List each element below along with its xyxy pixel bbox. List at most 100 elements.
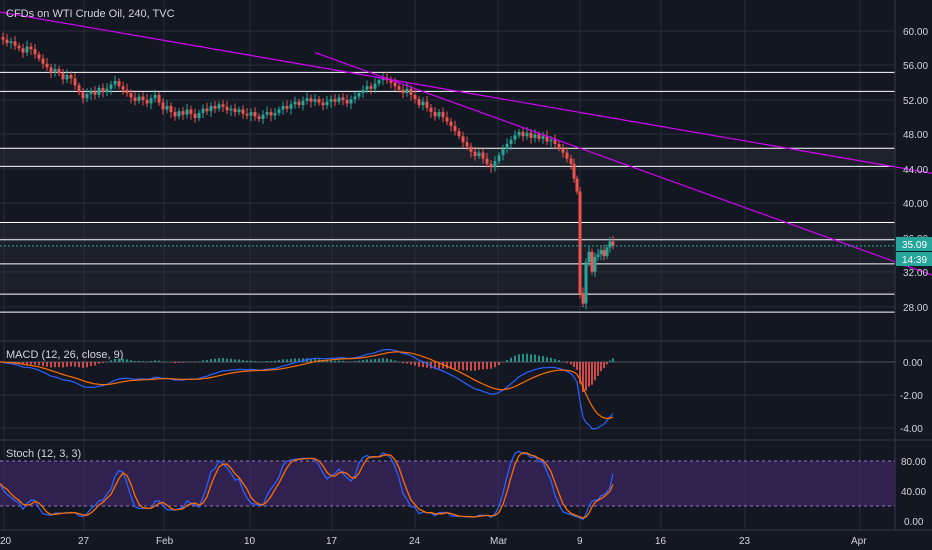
candle-body <box>165 106 169 110</box>
current-price-badge <box>896 237 932 251</box>
macd-hist-bar <box>386 358 388 362</box>
candle-body <box>109 84 113 89</box>
candle-body <box>405 88 409 94</box>
candle-body <box>505 143 509 150</box>
macd-hist-bar <box>454 362 456 370</box>
macd-hist-bar <box>366 359 368 362</box>
macd-hist-bar <box>70 362 72 367</box>
macd-hist-bar <box>158 360 160 362</box>
macd-hist-bar <box>588 362 590 387</box>
macd-hist-bar <box>426 362 428 368</box>
candle-body <box>157 94 161 103</box>
macd-hist-bar <box>186 361 188 363</box>
candle-body <box>285 106 289 109</box>
price-tick: 44.00 <box>903 165 928 176</box>
candle-body <box>605 247 609 257</box>
candle-body <box>445 117 449 122</box>
macd-hist-bar <box>234 359 236 362</box>
candle-body <box>133 97 137 101</box>
price-tick: 28.00 <box>903 303 928 314</box>
candle-body <box>69 74 73 79</box>
candle-body <box>229 108 233 111</box>
candle-body <box>345 100 349 104</box>
macd-histogram <box>0 353 614 392</box>
macd-hist-bar <box>550 357 552 362</box>
macd-hist-bar <box>430 362 432 369</box>
macd-hist-bar <box>262 361 264 363</box>
macd-hist-bar <box>382 358 384 362</box>
candle-body <box>561 148 565 153</box>
macd-hist-bar <box>438 362 440 369</box>
macd-hist-bar <box>594 362 596 381</box>
candle-body <box>477 152 481 157</box>
candle-body <box>489 163 493 168</box>
macd-hist-bar <box>490 362 492 369</box>
macd-hist-bar <box>170 362 172 363</box>
candle-body <box>137 96 141 101</box>
macd-hist-bar <box>150 361 152 362</box>
time-tick: Feb <box>156 536 174 547</box>
candle-body <box>17 45 21 49</box>
zone-36-38 <box>0 221 895 239</box>
macd-hist-bar <box>597 362 599 376</box>
candle-body <box>599 250 603 255</box>
support-resistance-lines[interactable] <box>0 71 895 313</box>
candle-body <box>602 250 606 257</box>
candle-body <box>89 91 93 94</box>
candle-body <box>413 94 417 100</box>
candle-body <box>425 101 429 108</box>
macd-tick: 0.00 <box>903 358 923 369</box>
macd-hist-bar <box>422 362 424 368</box>
macd-hist-bar <box>579 362 581 384</box>
candle-body <box>257 116 261 119</box>
macd-hist-bar <box>498 362 500 366</box>
macd-hist-bar <box>362 360 364 362</box>
trendlines[interactable] <box>0 11 932 276</box>
macd-hist-bar <box>591 362 593 385</box>
zone-29-36 <box>0 239 895 294</box>
macd-hist-bar <box>570 362 572 365</box>
candle-body <box>481 152 485 159</box>
macd-hist-bar <box>26 362 28 365</box>
macd-hist-bar <box>138 360 140 362</box>
macd-hist-bar <box>378 358 380 362</box>
candle-body <box>565 152 569 159</box>
macd-hist-bar <box>482 362 484 370</box>
macd-hist-bar <box>50 362 52 368</box>
macd-hist-bar <box>394 360 396 362</box>
candle-body <box>525 132 529 137</box>
macd-hist-bar <box>530 354 532 362</box>
macd-hist-bar <box>134 361 136 362</box>
price-candles <box>1 32 615 310</box>
time-axis[interactable]: 20 27 Feb 10 17 24 Mar 9 16 23 Apr <box>0 536 867 547</box>
candle-body <box>169 106 173 113</box>
macd-hist-bar <box>294 358 296 362</box>
candle-body <box>572 163 576 179</box>
macd-hist-bar <box>218 358 220 362</box>
candle-body <box>5 39 9 44</box>
time-tick: 24 <box>409 536 421 547</box>
candle-body <box>193 113 197 119</box>
candle-body <box>449 121 453 126</box>
current-price-label: 35.09 <box>902 240 927 251</box>
candle-body <box>37 54 41 59</box>
macd-hist-bar <box>398 361 400 363</box>
candle-body <box>553 139 557 144</box>
candle-body <box>241 109 245 114</box>
candle-body <box>437 112 441 117</box>
price-axis[interactable]: 60.00 56.00 52.00 48.00 44.00 40.00 36.0… <box>903 27 928 314</box>
candle-body <box>578 191 582 294</box>
candle-body <box>197 112 201 119</box>
macd-tick: -4.00 <box>900 424 923 435</box>
macd-hist-bar <box>514 355 516 362</box>
macd-hist-bar <box>542 356 544 362</box>
macd-hist-bar <box>142 361 144 362</box>
candle-body <box>417 99 421 106</box>
macd-hist-bar <box>98 362 100 364</box>
candle-body <box>575 178 579 192</box>
macd-hist-bar <box>174 362 176 364</box>
candle-body <box>313 99 317 102</box>
macd-hist-bar <box>230 358 232 362</box>
macd-hist-bar <box>446 362 448 369</box>
